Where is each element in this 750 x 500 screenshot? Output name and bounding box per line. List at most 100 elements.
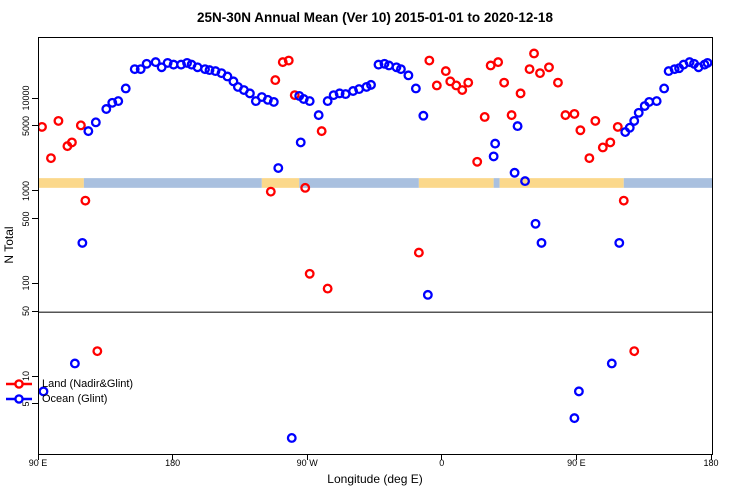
data-point-land xyxy=(265,186,276,197)
data-point-land xyxy=(304,268,315,279)
x-tick xyxy=(172,454,174,460)
data-point-land xyxy=(39,121,47,132)
data-point-ocean xyxy=(135,64,146,75)
data-point-ocean xyxy=(530,218,541,229)
data-point-land xyxy=(277,57,288,68)
data-point-land xyxy=(499,77,510,88)
data-point-land xyxy=(270,75,281,86)
data-point-ocean xyxy=(624,122,635,133)
data-point-land xyxy=(597,142,608,153)
data-point-land xyxy=(322,283,333,294)
data-point-ocean xyxy=(488,151,499,162)
data-point-land xyxy=(457,85,468,95)
y-tick xyxy=(32,218,38,220)
data-point-ocean xyxy=(69,358,80,369)
y-tick-label: 5000 xyxy=(21,115,31,136)
legend-label-ocean: Ocean (Glint) xyxy=(42,392,108,405)
data-point-ocean xyxy=(313,110,324,121)
land-ocean-band-segment xyxy=(39,178,84,188)
data-point-land xyxy=(451,80,462,91)
data-point-land xyxy=(316,126,327,137)
data-point-ocean xyxy=(113,96,124,107)
data-point-land xyxy=(605,137,616,148)
data-point-ocean xyxy=(268,96,279,107)
x-tick-label: 0 xyxy=(439,458,445,468)
data-point-ocean xyxy=(629,115,640,126)
chart-legend: Land (Nadir&Glint) Ocean (Glint) xyxy=(6,376,133,406)
y-tick-label: 500 xyxy=(21,211,31,227)
chart-canvas xyxy=(39,48,712,443)
land-ocean-band-segment xyxy=(83,178,262,188)
x-tick xyxy=(575,454,577,460)
data-point-ocean xyxy=(295,137,306,148)
data-point-land xyxy=(431,80,442,91)
y-tick xyxy=(32,403,38,405)
data-point-ocean xyxy=(120,83,131,94)
data-point-land xyxy=(66,137,77,148)
data-point-land xyxy=(413,247,424,258)
data-point-land xyxy=(92,346,103,357)
data-point-land xyxy=(493,57,504,68)
data-point-ocean xyxy=(204,65,215,76)
data-point-ocean xyxy=(150,57,161,68)
data-point-ocean xyxy=(141,58,152,69)
land-ocean-band-segment xyxy=(299,178,419,188)
data-point-ocean xyxy=(633,107,644,118)
data-point-land xyxy=(618,195,629,206)
data-point-ocean xyxy=(182,57,193,68)
data-point-land xyxy=(283,55,294,66)
data-point-ocean xyxy=(614,237,625,248)
land-ocean-band-segment xyxy=(493,178,500,188)
data-point-land xyxy=(300,182,311,193)
data-point-ocean xyxy=(520,176,531,187)
data-point-ocean xyxy=(286,432,297,443)
data-point-land xyxy=(75,120,86,131)
data-point-ocean xyxy=(90,117,101,128)
data-point-ocean xyxy=(651,96,662,107)
plot-area xyxy=(38,37,713,455)
data-point-land xyxy=(80,195,91,206)
legend-symbol-ocean-icon xyxy=(6,393,32,404)
data-point-ocean xyxy=(129,64,140,75)
data-point-land xyxy=(463,77,474,88)
data-point-land xyxy=(524,64,535,75)
data-point-ocean xyxy=(659,83,670,94)
data-point-land xyxy=(46,153,56,164)
data-point-land xyxy=(629,346,640,357)
data-point-land xyxy=(553,77,563,88)
x-axis-title: Longitude (deg E) xyxy=(327,472,423,486)
y-tick xyxy=(32,190,38,192)
x-tick xyxy=(37,454,39,460)
data-point-land xyxy=(544,62,554,73)
land-ocean-band-segment xyxy=(499,178,624,188)
data-point-ocean xyxy=(77,237,88,248)
y-tick-label: 10000 xyxy=(21,85,31,111)
data-point-ocean xyxy=(176,59,187,70)
legend-symbol-land-icon xyxy=(6,378,32,389)
x-tick xyxy=(710,454,712,460)
data-point-ocean xyxy=(684,57,695,68)
data-point-ocean xyxy=(39,386,49,397)
y-tick xyxy=(32,125,38,127)
x-tick xyxy=(306,454,308,460)
data-point-land xyxy=(424,55,435,66)
data-point-land xyxy=(515,88,526,99)
x-tick-label: 180 xyxy=(165,458,181,468)
data-point-land xyxy=(569,108,580,119)
data-point-ocean xyxy=(606,358,617,369)
data-point-ocean xyxy=(702,57,712,68)
land-ocean-band-segment xyxy=(623,178,712,188)
data-point-ocean xyxy=(403,70,414,81)
y-axis-title: N Total xyxy=(2,226,16,264)
data-point-land xyxy=(479,112,490,122)
y-tick-label: 100 xyxy=(21,275,31,291)
data-point-land xyxy=(612,121,623,132)
data-point-ocean xyxy=(273,163,284,173)
x-tick-label: 90 E xyxy=(28,458,48,468)
data-point-ocean xyxy=(410,83,421,94)
legend-item-land: Land (Nadir&Glint) xyxy=(6,376,133,391)
data-point-land xyxy=(472,156,483,167)
data-point-land xyxy=(535,68,545,79)
y-tick-label: 50 xyxy=(21,306,31,317)
